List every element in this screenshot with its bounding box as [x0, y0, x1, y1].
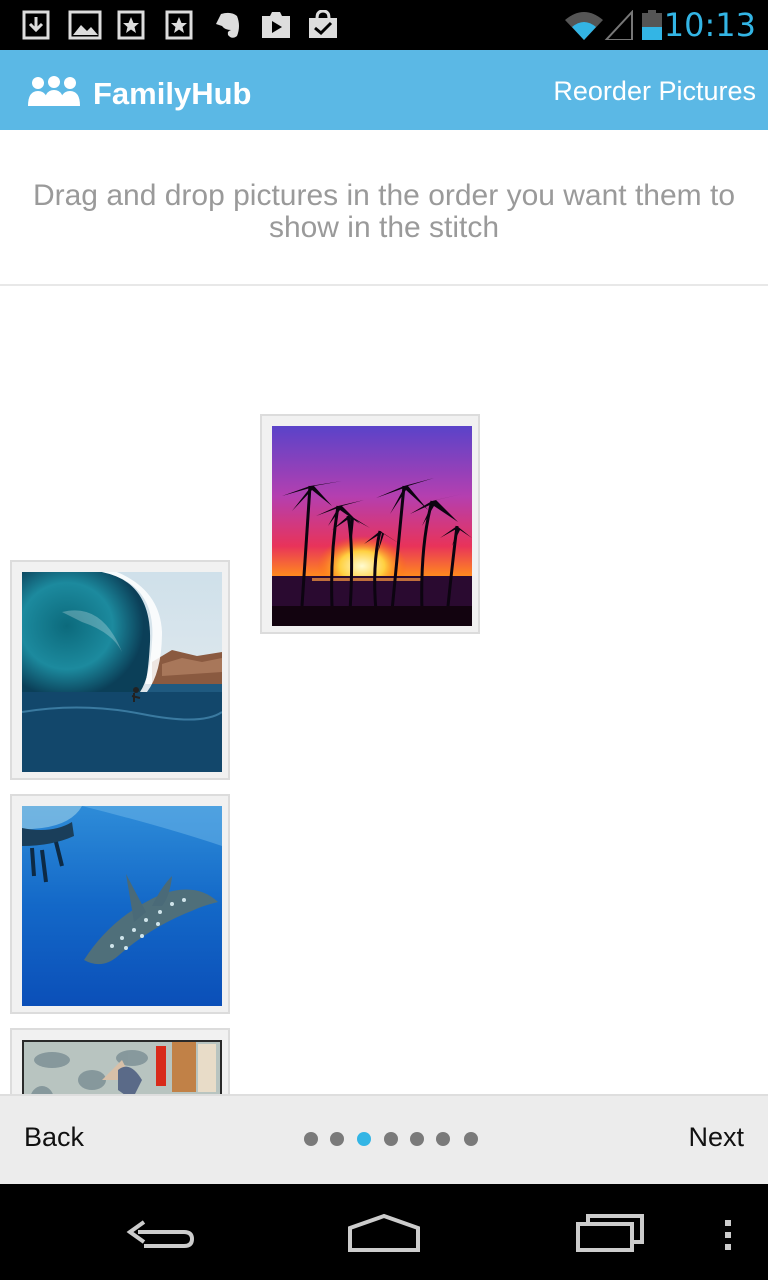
picture-card-sunset[interactable] — [260, 414, 480, 634]
next-button[interactable]: Next — [688, 1122, 744, 1152]
signal-icon — [604, 10, 633, 40]
home-nav-icon[interactable] — [346, 1202, 422, 1262]
surfer-wave-image — [22, 572, 222, 772]
evernote-icon — [216, 12, 239, 38]
page-dot — [384, 1132, 398, 1146]
battery-icon — [642, 10, 662, 40]
clock: 10:13 — [663, 6, 756, 44]
family-icon[interactable] — [26, 76, 82, 108]
sunset-palm-image — [272, 426, 472, 626]
whale-shark-image — [22, 806, 222, 1006]
back-nav-icon[interactable] — [124, 1202, 196, 1262]
wifi-icon — [565, 12, 603, 40]
overflow-menu-icon[interactable] — [720, 1202, 736, 1262]
recent-apps-nav-icon[interactable] — [574, 1202, 646, 1262]
picture-card-table[interactable] — [10, 1028, 230, 1094]
starred-icon — [165, 10, 193, 40]
picture-canvas — [0, 286, 768, 1094]
gallery-icon — [68, 10, 102, 40]
picture-card-surfer[interactable] — [10, 560, 230, 780]
status-bar: 10:13 — [0, 0, 768, 50]
picture-card-whale-shark[interactable] — [10, 794, 230, 1014]
screen-title: Reorder Pictures — [553, 76, 756, 106]
play-store-icon — [262, 12, 290, 38]
page-dot — [464, 1132, 478, 1146]
system-nav-bar — [0, 1184, 768, 1280]
download-icon — [22, 10, 50, 40]
table-drinks-image — [22, 1040, 222, 1094]
back-button[interactable]: Back — [24, 1122, 85, 1152]
instructions-text: Drag and drop pictures in the order you … — [32, 179, 736, 244]
pager-bar: Back Next — [0, 1094, 768, 1184]
shopping-bag-icon — [309, 10, 337, 38]
page-dot — [304, 1132, 318, 1146]
page-dot — [330, 1132, 344, 1146]
divider — [0, 284, 768, 286]
starred-icon — [117, 10, 145, 40]
page-dot-active — [357, 1132, 371, 1146]
page-dot — [410, 1132, 424, 1146]
action-bar — [0, 50, 768, 130]
app-title[interactable]: FamilyHub — [93, 76, 252, 111]
page-dot — [436, 1132, 450, 1146]
